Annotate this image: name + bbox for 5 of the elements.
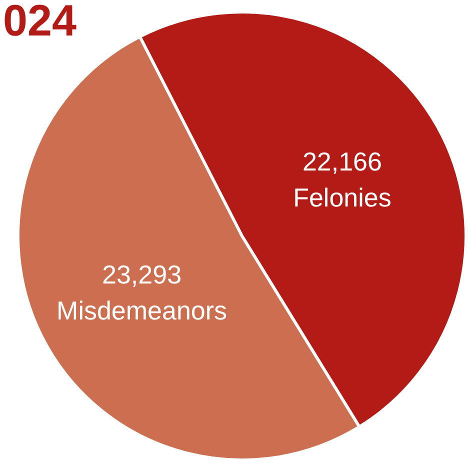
slice-label: Misdemeanors [56,295,228,326]
slice-label: Felonies [293,182,392,213]
data-label: 23,293 [102,259,182,290]
chart-title: 024 [3,0,77,46]
data-label: 22,166 [302,146,382,177]
